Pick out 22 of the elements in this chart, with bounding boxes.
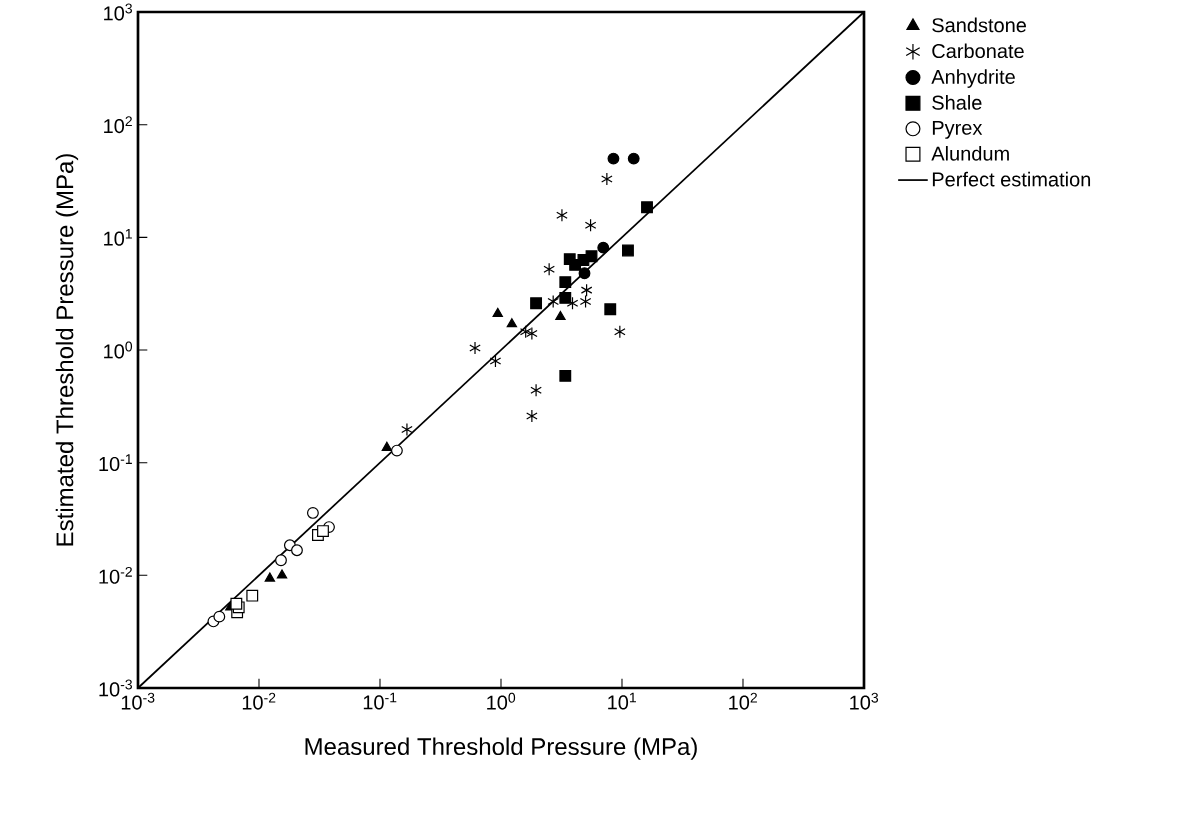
legend-label: Shale: [932, 95, 982, 110]
y-tick-label: 10$^{2}$: [104, 116, 132, 134]
y-tick-label: 10$^{3}$: [104, 3, 132, 21]
legend-label: Sandstone: [932, 17, 1027, 33]
legend-label: Perfect estimation: [932, 171, 1091, 187]
y-tick-label: 10$^{-2}$: [99, 566, 132, 584]
x-tick-label: 10$^{-1}$: [363, 692, 397, 710]
legend-label: Pyrex: [932, 120, 983, 139]
y-tick-label: 10$^{-1}$: [99, 454, 132, 472]
x-tick-label: 10$^{3}$: [850, 692, 879, 710]
x-tick-label: 10$^{2}$: [729, 692, 757, 710]
y-tick-label: 10$^{1}$: [104, 228, 132, 246]
legend-label: Anhydrite: [931, 69, 1015, 88]
x-axis-title: Measured Threshold Pressure (MPa): [305, 737, 697, 760]
y-tick-label: 10$^{0}$: [104, 341, 133, 359]
x-tick-label: 10$^{-2}$: [242, 692, 276, 710]
y-axis-title: Estimated Threshold Pressure (MPa): [55, 154, 79, 546]
x-tick-label: 10$^{1}$: [608, 692, 636, 710]
x-tick-label: 10$^{-3}$: [121, 692, 155, 710]
legend-label: Alundum: [931, 146, 1009, 161]
x-tick-label: 10$^{0}$: [487, 692, 516, 710]
legend-label: Carbonate: [932, 43, 1024, 59]
